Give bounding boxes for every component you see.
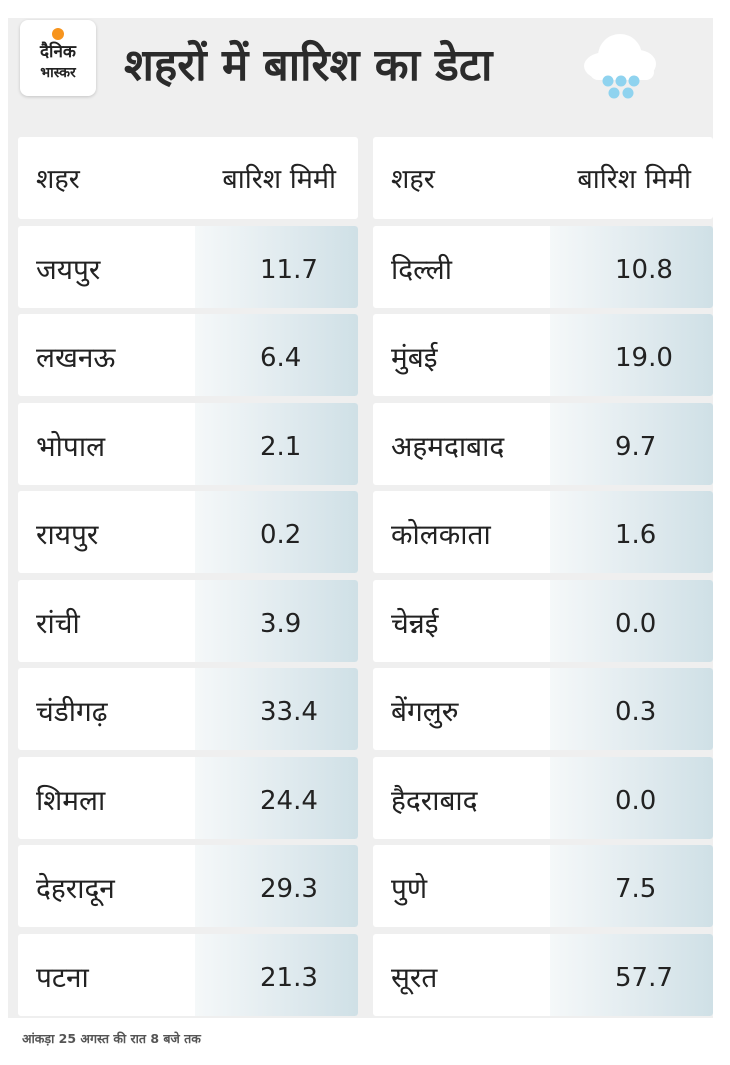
table-row: रायपुर 0.2: [18, 491, 358, 573]
value-cell: 19.0: [550, 314, 713, 396]
rain-value: 3.9: [260, 608, 302, 639]
value-cell: 0.0: [550, 756, 713, 839]
city-name: पुणे: [391, 872, 428, 905]
city-name: बेंगलुरु: [391, 695, 459, 728]
table-row: जयपुर 11.7: [18, 225, 358, 308]
city-name: शिमला: [36, 783, 106, 817]
city-name: रायपुर: [36, 518, 99, 551]
city-name: पटना: [36, 960, 89, 994]
table-row: पटना 21.3: [18, 933, 358, 1016]
rain-value: 0.2: [260, 520, 302, 550]
value-cell: 6.4: [195, 314, 358, 396]
city-name: सूरत: [391, 960, 438, 994]
rain-value: 21.3: [260, 962, 318, 993]
city-name: दिल्ली: [391, 252, 452, 286]
table-row: रांची 3.9: [18, 579, 358, 662]
value-cell: 0.3: [550, 668, 713, 750]
city-column-header: शहर: [391, 164, 435, 195]
rain-value: 24.4: [260, 785, 318, 816]
value-cell: 29.3: [195, 845, 358, 927]
city-name: जयपुर: [36, 252, 101, 286]
value-cell: 33.4: [195, 668, 358, 750]
rain-value: 33.4: [260, 697, 318, 727]
city-name: देहरादून: [36, 872, 115, 905]
table-row: सूरत 57.7: [373, 933, 713, 1016]
table-header: शहर बारिश मिमी: [18, 137, 358, 219]
logo-sun-dot: [52, 28, 64, 40]
table-row: देहरादून 29.3: [18, 845, 358, 927]
rain-value: 6.4: [260, 343, 302, 373]
value-cell: 0.2: [195, 491, 358, 573]
table-row: चेन्नई 0.0: [373, 579, 713, 662]
left-table: शहर बारिश मिमी जयपुर 11.7 लखनऊ 6.4 भोपाल 2.…: [18, 137, 358, 1016]
rain-value: 0.3: [615, 697, 657, 727]
table-row: लखनऊ 6.4: [18, 314, 358, 396]
value-cell: 57.7: [550, 933, 713, 1016]
value-cell: 1.6: [550, 491, 713, 573]
rain-value: 2.1: [260, 431, 302, 462]
city-column-header: शहर: [36, 164, 80, 195]
city-name: लखनऊ: [36, 341, 116, 374]
rain-column-header: बारिश मिमी: [577, 164, 691, 195]
value-cell: 0.0: [550, 579, 713, 662]
rain-cloud-icon: [584, 34, 656, 99]
table-row: मुंबई 19.0: [373, 314, 713, 396]
rain-value: 29.3: [260, 874, 318, 904]
rain-value: 1.6: [615, 520, 657, 550]
value-cell: 24.4: [195, 756, 358, 839]
table-row: हैदराबाद 0.0: [373, 756, 713, 839]
right-table: शहर बारिश मिमी दिल्ली 10.8 मुंबई 19.0 अहमद…: [373, 137, 713, 1016]
rain-value: 57.7: [615, 962, 673, 993]
city-name: चेन्नई: [391, 606, 439, 640]
rain-value: 9.7: [615, 431, 657, 462]
table-row: अहमदाबाद 9.7: [373, 402, 713, 485]
footnote: आंकड़ा 25 अगस्त की रात 8 बजे तक: [22, 1031, 201, 1046]
table-row: चंडीगढ़ 33.4: [18, 668, 358, 750]
rain-value: 0.0: [615, 608, 657, 639]
value-cell: 2.1: [195, 402, 358, 485]
rain-value: 0.0: [615, 785, 657, 816]
city-name: मुंबई: [391, 341, 438, 374]
value-cell: 3.9: [195, 579, 358, 662]
value-cell: 11.7: [195, 225, 358, 308]
table-row: भोपाल 2.1: [18, 402, 358, 485]
city-name: कोलकाता: [391, 518, 491, 551]
table-header: शहर बारिश मिमी: [373, 137, 713, 219]
table-row: कोलकाता 1.6: [373, 491, 713, 573]
rain-column-header: बारिश मिमी: [222, 164, 336, 195]
value-cell: 7.5: [550, 845, 713, 927]
brand-line1: दैनिक: [40, 42, 76, 62]
city-name: रांची: [36, 606, 80, 640]
value-cell: 9.7: [550, 402, 713, 485]
brand-line2: भास्कर: [40, 65, 76, 81]
rain-value: 10.8: [615, 254, 673, 285]
value-cell: 10.8: [550, 225, 713, 308]
rain-value: 7.5: [615, 874, 657, 904]
city-name: भोपाल: [36, 429, 106, 463]
rain-value: 11.7: [260, 254, 318, 285]
rain-value: 19.0: [615, 343, 673, 373]
table-row: दिल्ली 10.8: [373, 225, 713, 308]
city-name: अहमदाबाद: [391, 429, 505, 463]
table-row: पुणे 7.5: [373, 845, 713, 927]
table-row: बेंगलुरु 0.3: [373, 668, 713, 750]
brand-logo: दैनिक भास्कर: [20, 20, 96, 96]
value-cell: 21.3: [195, 933, 358, 1016]
table-row: शिमला 24.4: [18, 756, 358, 839]
city-name: चंडीगढ़: [36, 695, 108, 728]
city-name: हैदराबाद: [391, 783, 478, 817]
page-title: शहरों में बारिश का डेटा: [124, 40, 493, 91]
